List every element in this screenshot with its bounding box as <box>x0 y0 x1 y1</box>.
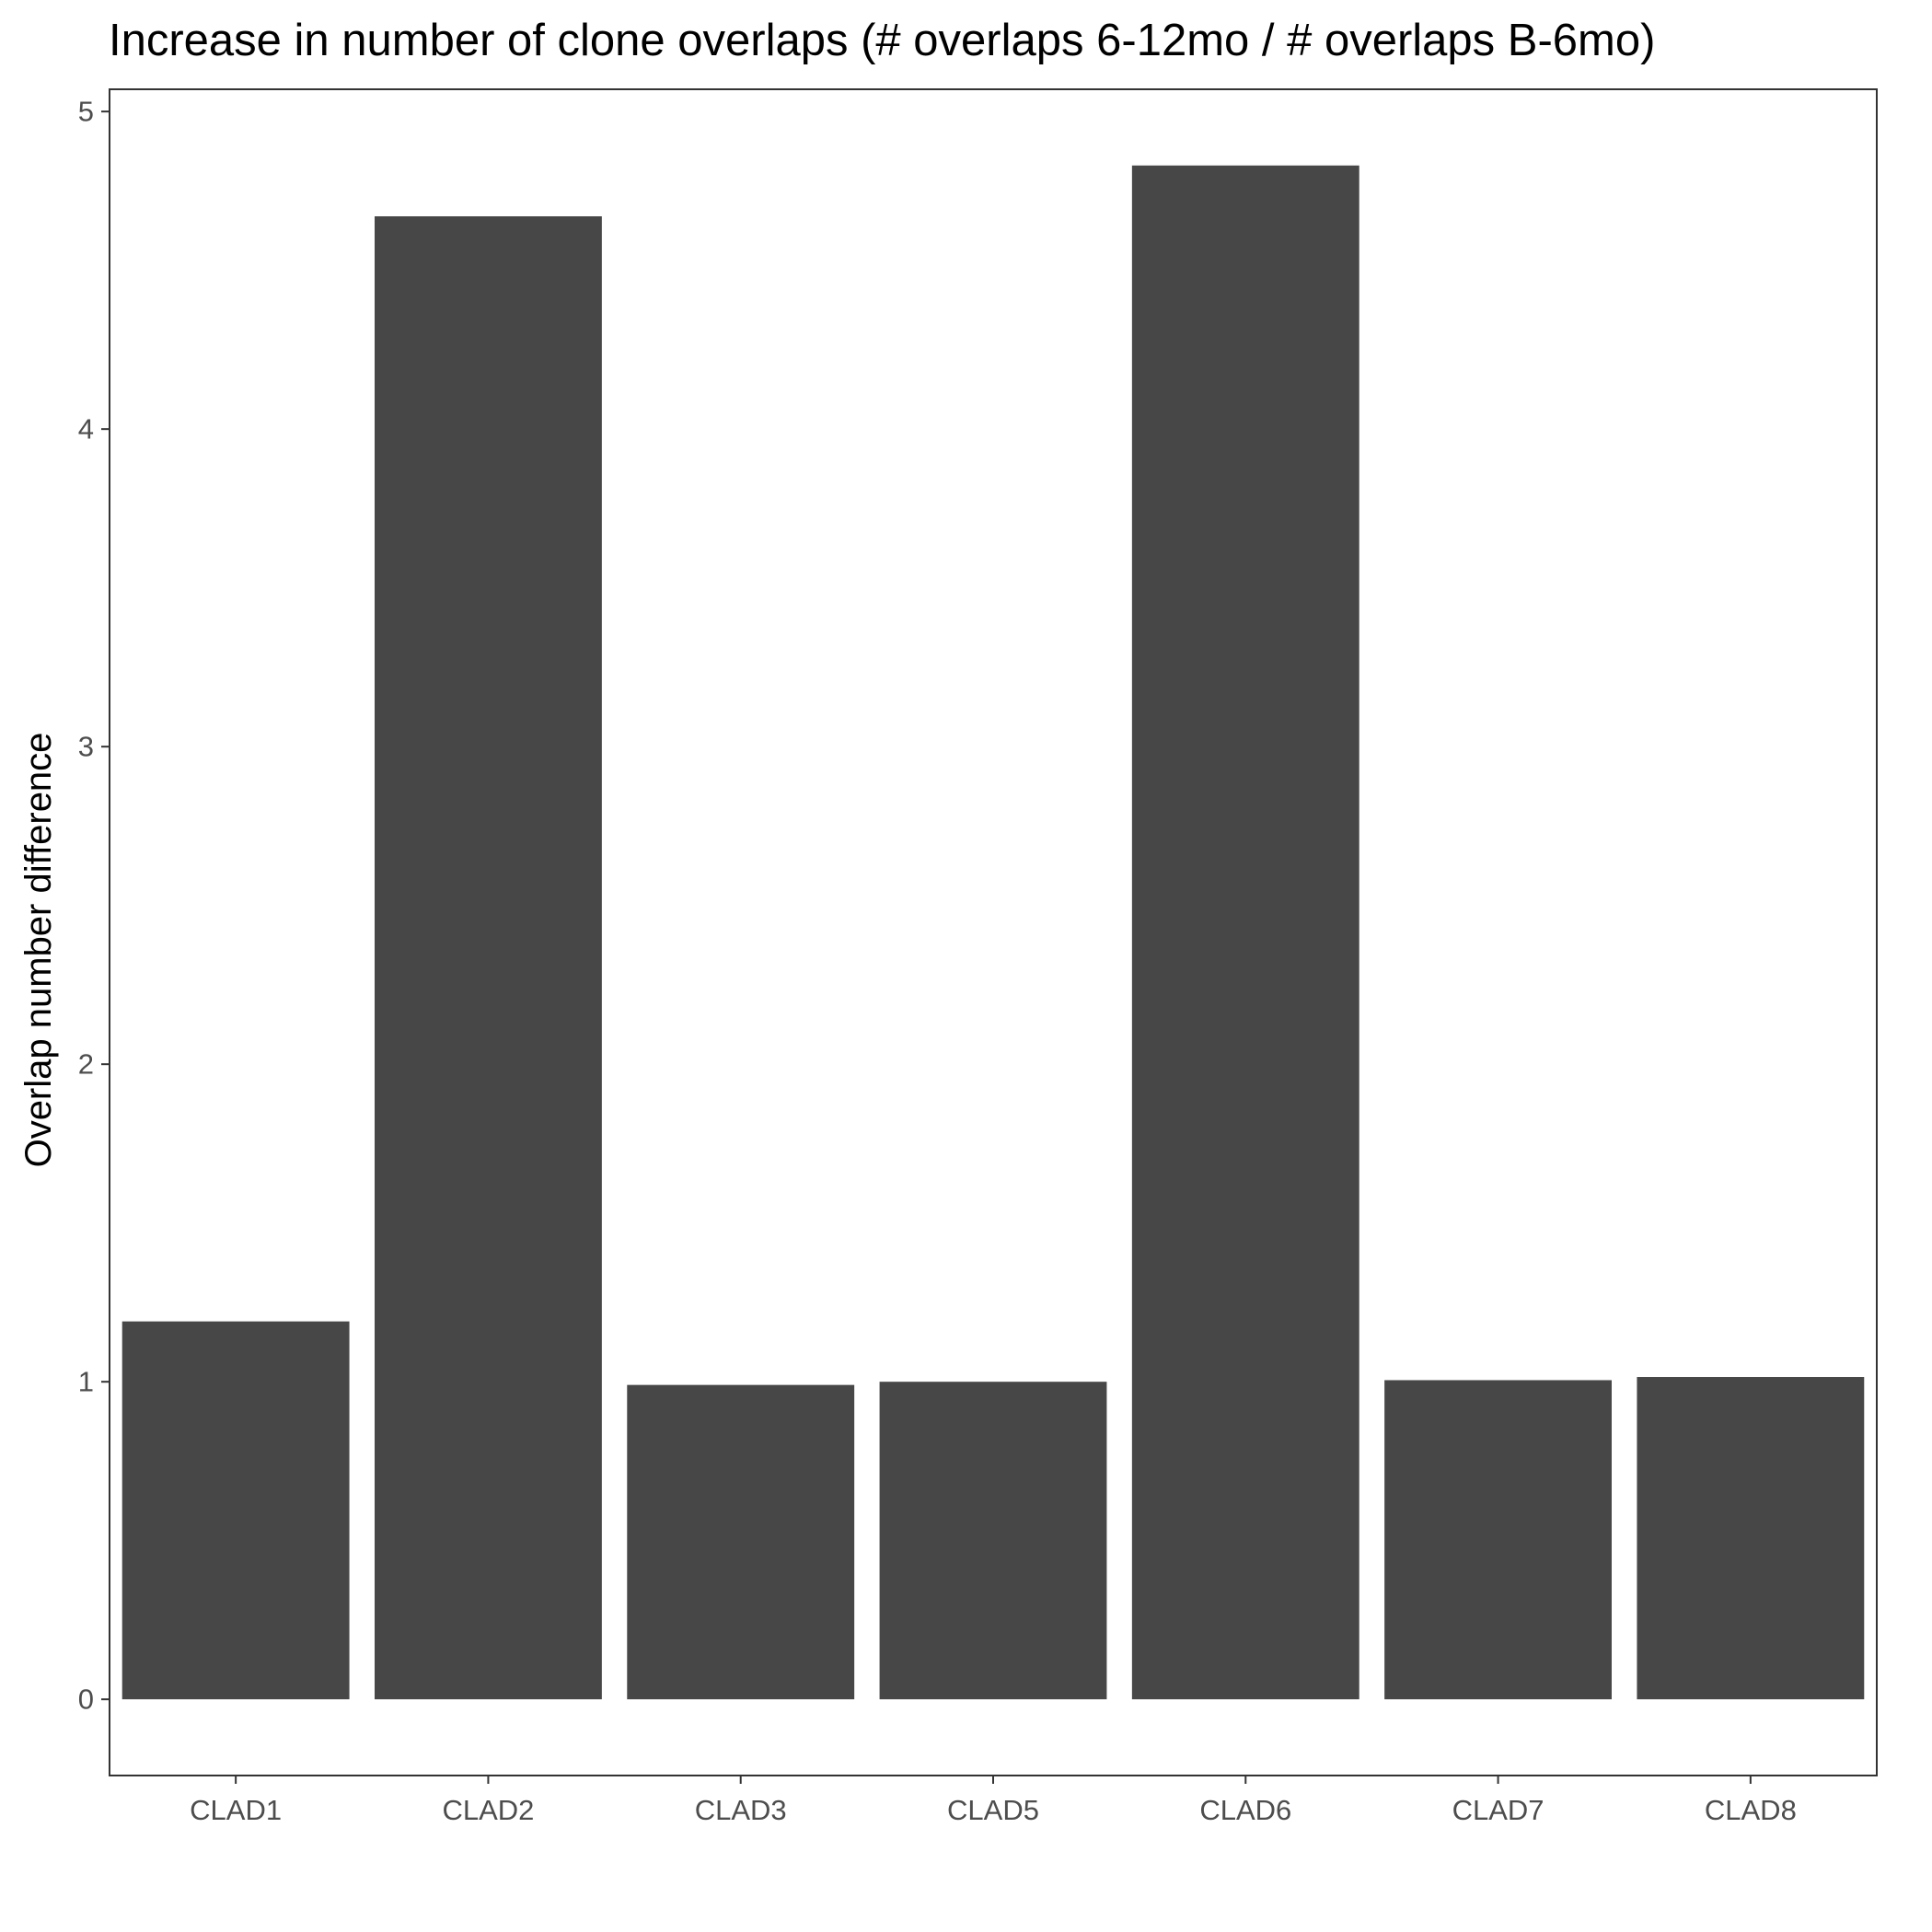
bar-clad2 <box>375 216 602 1700</box>
bar-clad6 <box>1131 165 1359 1700</box>
x-axis: CLAD1 CLAD2 CLAD3 CLAD5 CLAD6 CLAD7 CLAD8 <box>190 1776 1797 1826</box>
x-tick-label-clad2: CLAD2 <box>442 1794 534 1826</box>
y-tick-label: 2 <box>78 1048 94 1081</box>
y-tick-label: 5 <box>78 96 94 128</box>
y-axis: 0 1 2 3 4 5 <box>78 96 110 1716</box>
x-tick-label-clad7: CLAD7 <box>1452 1794 1544 1826</box>
y-tick-label: 4 <box>78 413 94 445</box>
bars-layer <box>121 165 1865 1700</box>
x-tick-label-clad1: CLAD1 <box>190 1794 282 1826</box>
y-tick-label: 1 <box>78 1366 94 1398</box>
x-tick-label-clad6: CLAD6 <box>1199 1794 1291 1826</box>
y-axis-label: Overlap number difference <box>18 733 59 1168</box>
x-tick-label-clad3: CLAD3 <box>695 1794 787 1826</box>
bar-clad8 <box>1637 1377 1865 1700</box>
y-tick-label: 0 <box>78 1683 94 1716</box>
x-tick-label-clad8: CLAD8 <box>1705 1794 1797 1826</box>
bar-clad3 <box>627 1384 855 1700</box>
bar-clad5 <box>879 1382 1107 1700</box>
y-tick-label: 3 <box>78 731 94 763</box>
plot-panel-border <box>109 88 1878 1776</box>
chart-title: Increase in number of clone overlaps (# … <box>109 16 1655 65</box>
x-tick-label-clad5: CLAD5 <box>947 1794 1039 1826</box>
bar-clad7 <box>1384 1380 1612 1700</box>
bar-clad1 <box>121 1321 350 1700</box>
